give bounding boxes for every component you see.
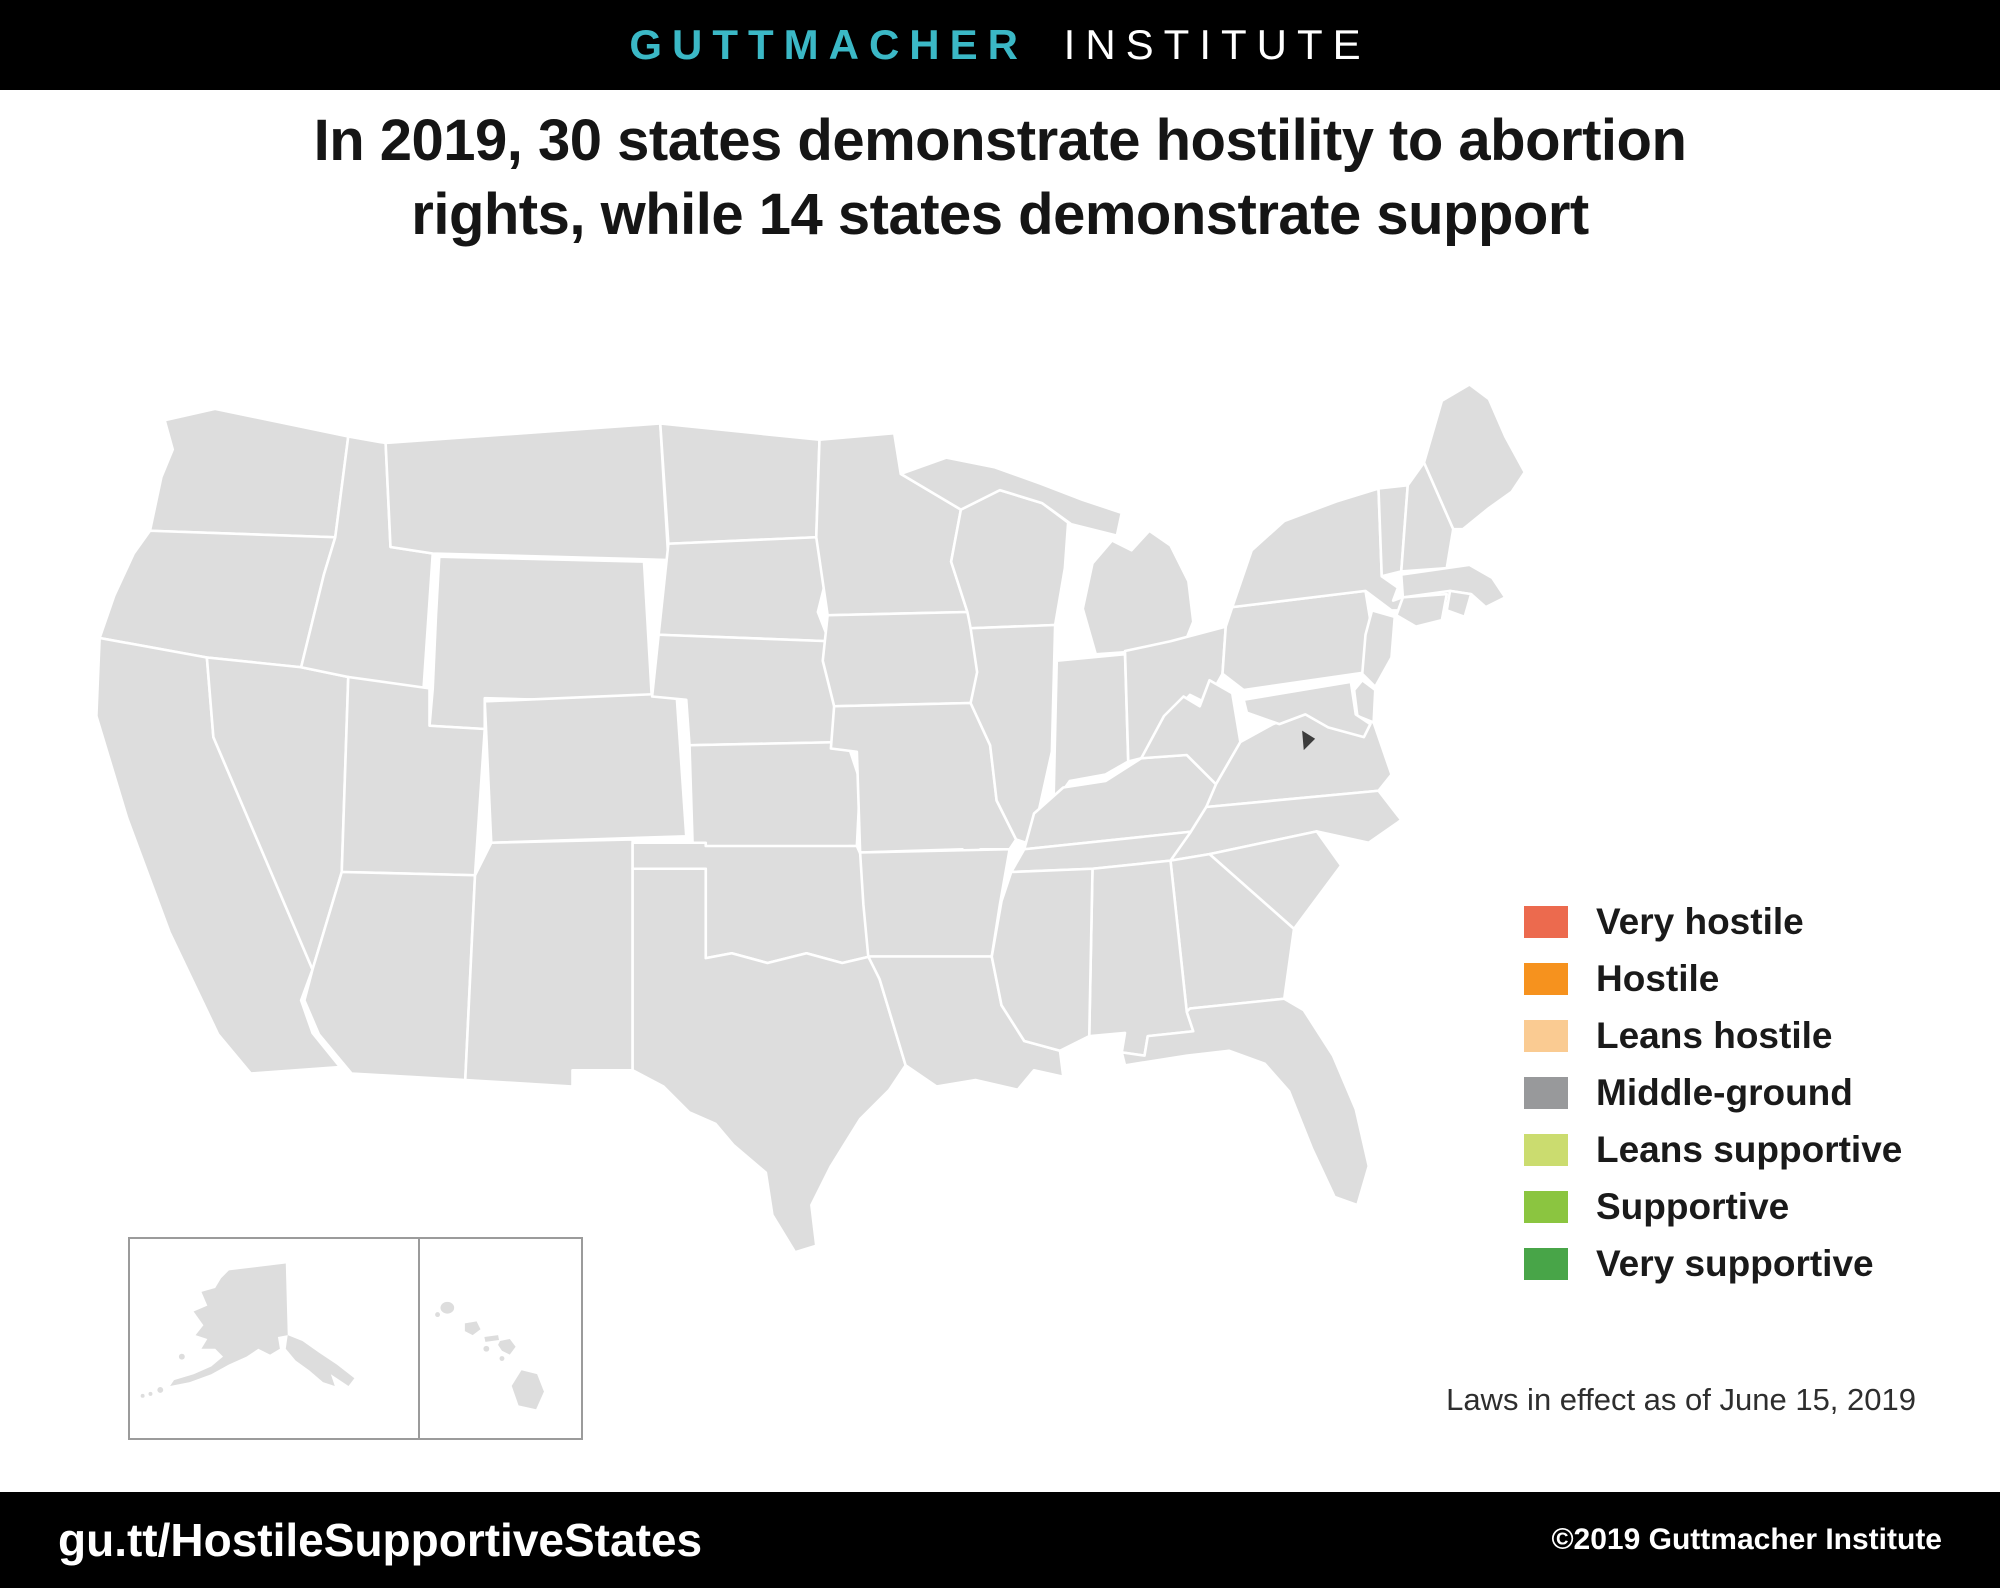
effective-date-note: Laws in effect as of June 15, 2019 — [1446, 1382, 1916, 1417]
hawaii-inset — [418, 1237, 583, 1440]
page-title: In 2019, 30 states demonstrate hostility… — [0, 104, 2000, 252]
state-hi-kahoolawe — [499, 1356, 505, 1361]
legend-swatch-very-hostile — [1524, 906, 1568, 938]
state-ak-aleutians — [140, 1393, 145, 1398]
legend-item-supportive: Supportive — [1524, 1186, 1902, 1227]
legend-label: Supportive — [1596, 1186, 1790, 1227]
state-hi-kauai — [440, 1301, 455, 1314]
state-me — [1422, 383, 1527, 531]
state-nd — [658, 422, 821, 546]
state-ct — [1395, 592, 1449, 628]
legend-label: Hostile — [1596, 958, 1720, 999]
state-ia — [821, 610, 985, 708]
brand-primary: GUTTMACHER — [629, 21, 1028, 68]
legend-item-middle-ground: Middle-ground — [1524, 1072, 1902, 1113]
state-hi-maui — [498, 1338, 516, 1355]
state-hi-lanai — [483, 1345, 490, 1352]
state-hi-molokai — [484, 1335, 500, 1342]
legend-label: Leans supportive — [1596, 1129, 1903, 1170]
legend-item-very-supportive: Very supportive — [1524, 1243, 1902, 1284]
state-ne — [650, 633, 849, 747]
state-mi-upper — [899, 456, 1124, 537]
state-ak-panhandle — [285, 1335, 355, 1387]
us-choropleth-map — [72, 355, 1632, 1363]
alaska-inset — [128, 1237, 420, 1440]
dc-marker — [1302, 730, 1316, 751]
legend-label: Leans hostile — [1596, 1015, 1833, 1056]
state-nj — [1360, 609, 1397, 689]
state-wa — [148, 407, 350, 539]
state-hi-big-island — [511, 1370, 544, 1410]
legend-swatch-leans-hostile — [1524, 1020, 1568, 1052]
state-hi-oahu — [464, 1321, 481, 1336]
legend-item-leans-hostile: Leans hostile — [1524, 1015, 1902, 1056]
header-bar: GUTTMACHER INSTITUTE — [0, 0, 2000, 90]
footer-short-link: gu.tt/HostileSupportiveStates — [58, 1514, 703, 1566]
state-co — [483, 691, 688, 845]
state-mi-lower — [1081, 529, 1195, 656]
title-line-1: In 2019, 30 states demonstrate hostility… — [313, 108, 1687, 173]
state-de — [1352, 678, 1377, 724]
brand-secondary: INSTITUTE — [1063, 21, 1371, 68]
state-fl — [1120, 997, 1371, 1207]
legend-swatch-leans-supportive — [1524, 1134, 1568, 1166]
brand-logo: GUTTMACHER INSTITUTE — [629, 21, 1370, 69]
state-oh — [1123, 625, 1228, 763]
state-mt — [384, 422, 670, 562]
state-ak-aleutians — [148, 1391, 153, 1396]
state-hi-niihau — [435, 1312, 441, 1318]
legend-item-leans-supportive: Leans supportive — [1524, 1129, 1902, 1170]
legend-label: Middle-ground — [1596, 1072, 1853, 1113]
state-ak-aleutians — [178, 1353, 185, 1360]
legend-label: Very supportive — [1596, 1243, 1874, 1284]
legend-swatch-very-supportive — [1524, 1248, 1568, 1280]
state-wv — [1139, 678, 1242, 786]
state-nm — [463, 838, 634, 1088]
legend-item-hostile: Hostile — [1524, 958, 1902, 999]
map-legend: Very hostile Hostile Leans hostile Middl… — [1524, 901, 1902, 1305]
state-nh — [1399, 461, 1455, 573]
state-wi — [949, 488, 1070, 630]
state-ms — [990, 867, 1094, 1053]
title-line-2: rights, while 14 states demonstrate supp… — [411, 182, 1589, 248]
legend-item-very-hostile: Very hostile — [1524, 901, 1902, 942]
state-ks — [688, 740, 862, 851]
state-ri — [1445, 589, 1473, 619]
state-il — [969, 623, 1057, 845]
state-md — [1242, 680, 1372, 739]
state-sd — [657, 535, 831, 643]
footer-copyright: ©2019 Guttmacher Institute — [1551, 1523, 1942, 1556]
legend-label: Very hostile — [1596, 901, 1804, 942]
legend-swatch-hostile — [1524, 963, 1568, 995]
state-ma — [1399, 563, 1507, 609]
legend-swatch-supportive — [1524, 1191, 1568, 1223]
state-tx — [631, 867, 907, 1254]
state-ar — [858, 847, 1011, 958]
state-ak-aleutians — [157, 1387, 164, 1393]
footer-bar: gu.tt/HostileSupportiveStates ©2019 Gutt… — [0, 1492, 2000, 1588]
legend-swatch-middle-ground — [1524, 1077, 1568, 1109]
state-ak — [170, 1263, 288, 1387]
